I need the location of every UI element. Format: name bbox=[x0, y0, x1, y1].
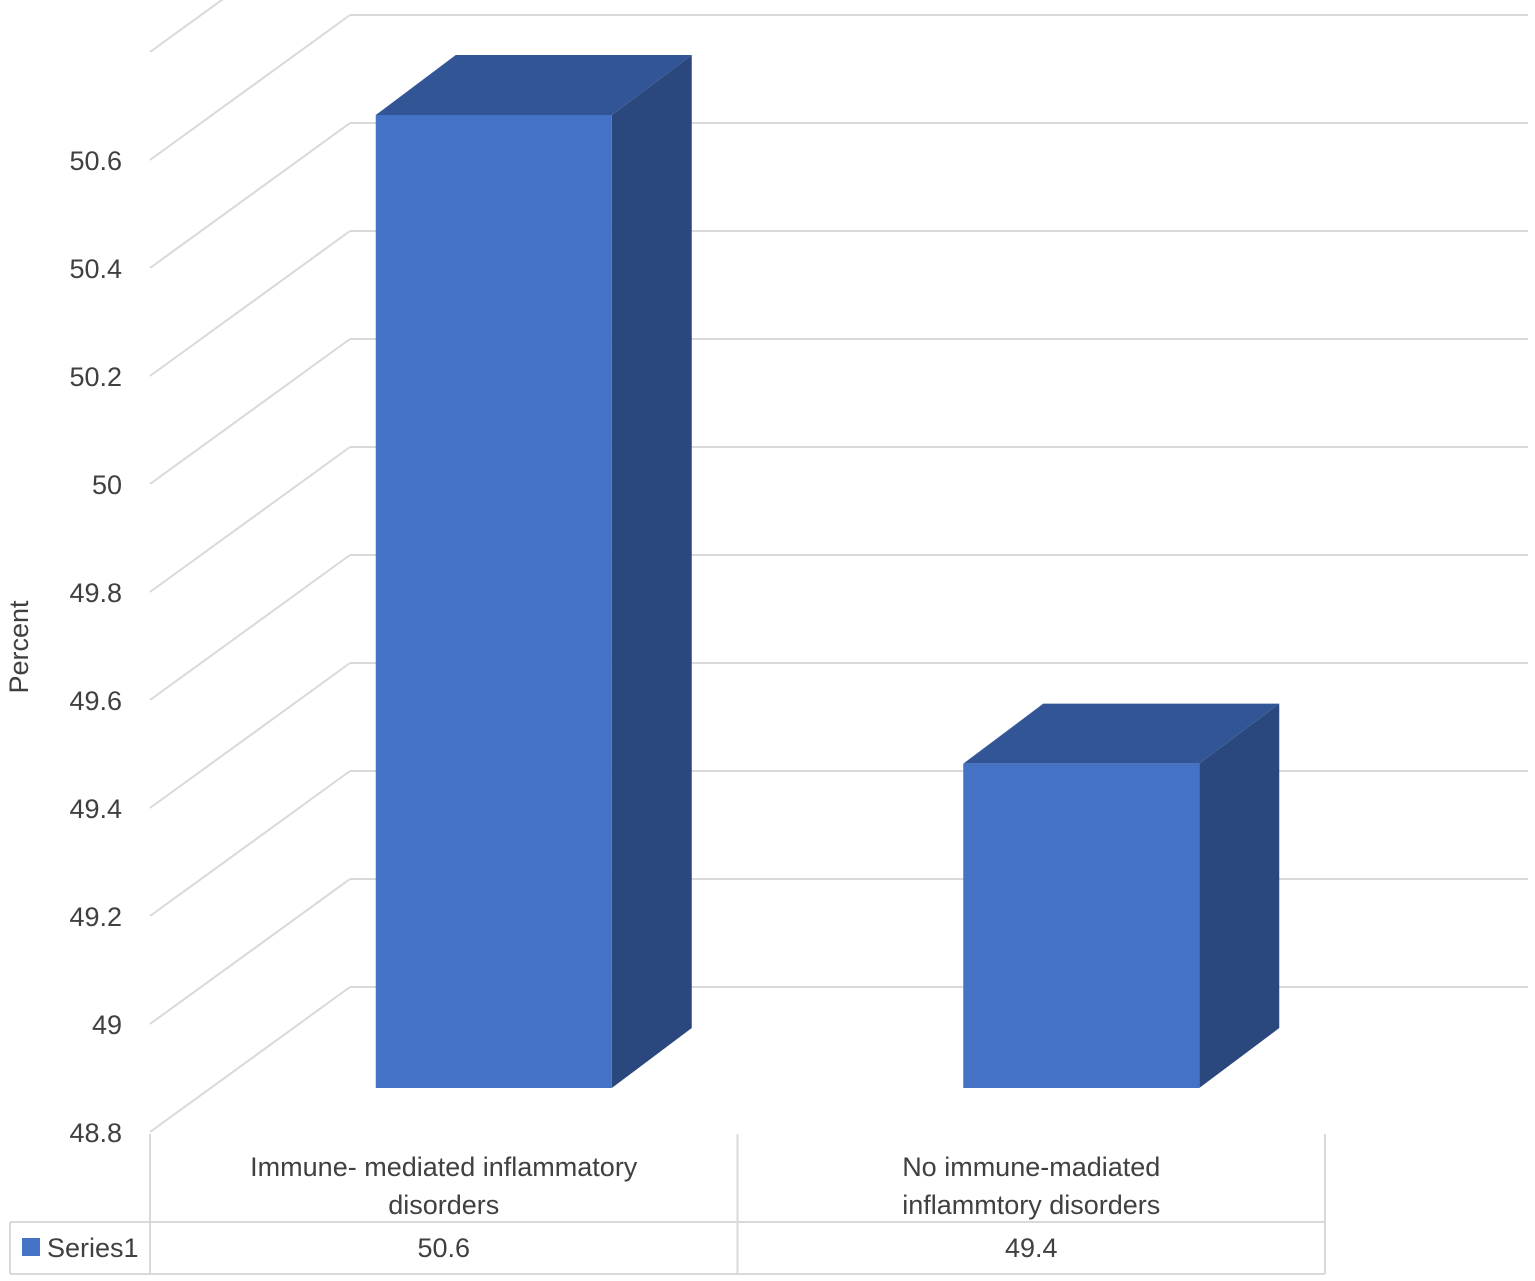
bar-1 bbox=[963, 763, 1200, 1088]
data-value-0: 50.6 bbox=[417, 1233, 470, 1263]
y-tick-label-4: 49.6 bbox=[69, 686, 122, 716]
x-tick-label-1: No immune-madiated inflammtory disorders bbox=[902, 1152, 1160, 1220]
y-tick-label-0: 48.8 bbox=[69, 1118, 122, 1148]
data-table: Immune- mediated inflammatory disorders No… bbox=[9, 1134, 1326, 1275]
y-axis-label: Percent bbox=[4, 600, 34, 694]
gridline-depth-6 bbox=[149, 338, 351, 485]
gridline-depth-8 bbox=[149, 122, 351, 269]
bars bbox=[375, 55, 1280, 1088]
y-tick-label-9: 50.6 bbox=[69, 146, 122, 176]
legend-swatch-series1 bbox=[22, 1238, 40, 1256]
bar-top-1 bbox=[963, 703, 1280, 764]
legend-label-series1: Series1 bbox=[47, 1233, 139, 1263]
bar-side-0 bbox=[611, 55, 692, 1088]
y-axis-ticks: 48.8 49 49.2 49.4 49.6 49.8 50 50.2 50.4 50.6 bbox=[69, 146, 122, 1148]
x-tick-label-0: Immune- mediated inflammatory disorders bbox=[250, 1152, 638, 1220]
y-tick-label-1: 49 bbox=[92, 1010, 122, 1040]
gridline-depth-0 bbox=[149, 986, 351, 1133]
gridline-depth-3 bbox=[149, 662, 351, 809]
gridlines bbox=[149, 0, 1528, 1133]
y-tick-label-3: 49.4 bbox=[69, 794, 122, 824]
data-value-1: 49.4 bbox=[1005, 1233, 1058, 1263]
y-tick-label-5: 49.8 bbox=[69, 578, 122, 608]
gridline-depth-10 bbox=[149, 0, 224, 53]
y-tick-label-6: 50 bbox=[92, 470, 122, 500]
bar-side-1 bbox=[1199, 703, 1280, 1088]
bar-0 bbox=[375, 115, 612, 1088]
gridline-depth-2 bbox=[149, 770, 351, 917]
y-tick-label-2: 49.2 bbox=[69, 902, 122, 932]
y-tick-label-7: 50.2 bbox=[69, 362, 122, 392]
gridline-depth-9 bbox=[149, 14, 351, 161]
gridline-depth-4 bbox=[149, 554, 351, 701]
y-tick-label-8: 50.4 bbox=[69, 254, 122, 284]
bar-top-0 bbox=[375, 55, 692, 115]
gridline-depth-7 bbox=[149, 230, 351, 377]
gridline-depth-1 bbox=[149, 878, 351, 1025]
gridline-depth-5 bbox=[149, 446, 351, 593]
